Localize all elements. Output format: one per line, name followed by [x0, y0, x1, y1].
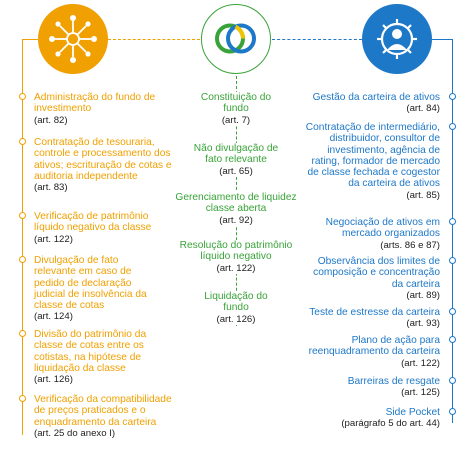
center-item-gerenciamento-liquidez: Gerenciamento de liquidez classe aberta …	[170, 192, 302, 226]
right-item-contratacao-intermediario: Contratação de intermediário, distribuid…	[305, 122, 440, 201]
left-timeline-dot	[18, 256, 26, 263]
interlocking-circles-icon	[215, 23, 256, 54]
right-item-negociacao-ativos: Negociação de ativos em mercado organiza…	[325, 217, 440, 251]
center-item-resolucao-patrimonio: Resolução do patrimônio líquido negativo…	[172, 240, 300, 274]
left-item-administracao: Administração do fundo de investimento (…	[34, 92, 156, 126]
right-timeline-dot	[448, 377, 456, 384]
right-icon-circle	[362, 4, 432, 74]
right-timeline-dot	[448, 218, 456, 225]
left-item-fato-relevante: Divulgação de fato relevante em caso de …	[34, 255, 147, 323]
right-timeline-dot	[448, 408, 456, 415]
left-timeline-dot	[18, 138, 26, 145]
right-item-gestao-carteira: Gestão da carteira de ativos (art. 84)	[312, 92, 440, 115]
right-timeline-dot	[448, 308, 456, 315]
left-icon-circle	[38, 4, 108, 74]
right-timeline-dot	[448, 257, 456, 264]
right-item-side-pocket: Side Pocket (parágrafo 5 do art. 44)	[341, 407, 440, 430]
left-timeline-line	[22, 39, 23, 435]
center-icon-circle	[201, 4, 271, 74]
center-item-liquidacao: Liquidação do fundo (art. 126)	[201, 291, 271, 325]
right-timeline-dot	[448, 336, 456, 343]
network-people-icon	[49, 15, 97, 63]
top-connector-right	[272, 39, 362, 40]
top-connector-left	[108, 39, 200, 40]
center-item-constituicao: Constituição do fundo (art. 7)	[196, 92, 276, 126]
right-timeline-line	[452, 39, 453, 423]
right-item-teste-estresse: Teste de estresse da carteira (art. 93)	[309, 307, 440, 330]
left-timeline-dot	[18, 212, 26, 219]
right-item-observancia-limites: Observância dos limites de composição e …	[313, 256, 440, 301]
center-item-nao-divulgacao: Não divulgação de fato relevante (art. 6…	[186, 143, 286, 177]
left-timeline-dot	[18, 395, 26, 402]
left-timeline-dot	[18, 330, 26, 337]
left-item-divisao-patrimonio: Divisão do patrimônio da classe de cotas…	[34, 329, 147, 386]
person-gear-icon	[377, 19, 417, 59]
left-item-patrimonio-negativo: Verificação de patrimônio líquido negati…	[34, 211, 152, 245]
right-item-plano-acao: Plano de ação para reenquadramento da ca…	[308, 335, 440, 369]
right-timeline-dot	[448, 93, 456, 100]
left-connector-horizontal	[22, 39, 38, 40]
right-connector-horizontal	[432, 39, 452, 40]
right-timeline-dot	[448, 123, 456, 130]
left-item-contratacao-tesouraria: Contratação de tesouraria, controle e pr…	[34, 137, 172, 194]
left-item-verificacao-precos: Verificação da compatibilidade de preços…	[34, 394, 172, 439]
right-item-barreiras-resgate: Barreiras de resgate (art. 125)	[347, 376, 440, 399]
left-timeline-dot	[18, 93, 26, 100]
